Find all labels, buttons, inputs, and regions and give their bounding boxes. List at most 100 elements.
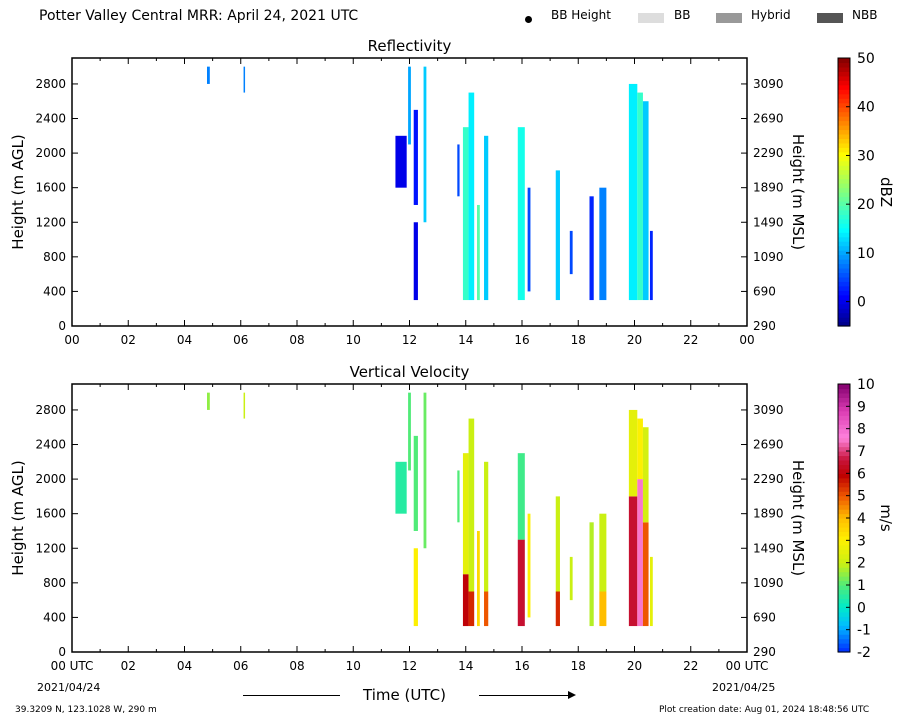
plot1-colorbar-tick-label: 40 xyxy=(857,100,875,116)
plot2-data-cell xyxy=(642,427,649,523)
plot2-data-cell xyxy=(642,522,649,627)
plot1-colorbar-segment xyxy=(838,120,850,126)
plot1-data-cell xyxy=(408,66,411,145)
plot2-colorbar-segment xyxy=(838,647,850,653)
plot2-colorbar-tick-label: 4 xyxy=(857,511,866,527)
plot2-data-cell xyxy=(637,418,643,480)
plot2-colorbar-segment xyxy=(838,415,850,421)
plot2-y2-tick-label: 2690 xyxy=(753,438,784,452)
plot2-data-cell xyxy=(477,530,480,627)
plot1-y2-tick-label: 290 xyxy=(753,319,776,333)
plot1-y2-tick-label: 3090 xyxy=(753,77,784,91)
plot2-y-tick-label: 1200 xyxy=(35,541,66,555)
plot1-colorbar-segment xyxy=(838,116,850,122)
plot2-data-cell xyxy=(462,453,469,575)
plot2-colorbar-segment xyxy=(838,616,850,622)
time-axis-label: Time (UTC) xyxy=(363,686,446,704)
plot2-colorbar-segment xyxy=(838,634,850,640)
plot2-colorbar-segment xyxy=(838,455,850,461)
plot1-title: Reflectivity xyxy=(368,37,452,55)
plot1-colorbar-segment xyxy=(838,125,850,131)
plot2-data-cell xyxy=(457,470,460,523)
date-start: 2021/04/24 xyxy=(37,681,101,694)
plot2-y2-tick-label: 2290 xyxy=(753,472,784,486)
plot1-x-tick-label: 22 xyxy=(683,333,698,347)
legend-dot-bb-height xyxy=(525,16,532,23)
time-arrow-head xyxy=(568,691,576,699)
plot2-y2-tick-label: 690 xyxy=(753,610,776,624)
plot2-data-cell xyxy=(628,496,638,627)
plot2-colorbar-segment xyxy=(838,446,850,452)
plot2-colorbar-segment xyxy=(838,593,850,599)
plot2-colorbar-segment xyxy=(838,486,850,492)
plot1-colorbar-segment xyxy=(838,241,850,247)
plot1-colorbar-segment xyxy=(838,276,850,282)
plot2-y-axis-label: Height (m AGL) xyxy=(9,460,27,575)
plot1-y-tick-label: 1200 xyxy=(35,215,66,229)
plot1-colorbar-segment xyxy=(838,290,850,296)
plot1-data-cell xyxy=(589,196,594,301)
plot1-x-tick-label: 20 xyxy=(627,333,642,347)
plot1-colorbar-segment xyxy=(838,71,850,77)
plot2-y2-tick-label: 1490 xyxy=(753,541,784,555)
plot1-colorbar-segment xyxy=(838,187,850,193)
plot2-colorbar-segment xyxy=(838,482,850,488)
plot1-colorbar-segment xyxy=(838,303,850,309)
plot2-colorbar-segment xyxy=(838,513,850,519)
plot1-x-tick-label: 14 xyxy=(458,333,473,347)
plot2-colorbar-segment xyxy=(838,464,850,470)
plot2-data-cell xyxy=(484,461,489,592)
plot2-colorbar-segment xyxy=(838,410,850,416)
plot1-colorbar-segment xyxy=(838,62,850,68)
plot2-colorbar-segment xyxy=(838,392,850,398)
plot2-y2-axis-label: Height (m MSL) xyxy=(789,460,807,576)
plot2-colorbar-segment xyxy=(838,518,850,524)
plot1-colorbar-segment xyxy=(838,169,850,175)
plot2-colorbar-segment xyxy=(838,437,850,443)
plot1-colorbar-segment xyxy=(838,192,850,198)
plot1-colorbar-segment xyxy=(838,245,850,251)
plot2-y-tick-label: 2400 xyxy=(35,438,66,452)
plot2-data-cell xyxy=(408,392,411,471)
plot1-colorbar-segment xyxy=(838,209,850,215)
plot1-colorbar-segment xyxy=(838,165,850,171)
plot2-y-tick-label: 400 xyxy=(43,610,66,624)
plot1-colorbar-segment xyxy=(838,321,850,327)
plot1-colorbar-tick-label: 10 xyxy=(857,246,875,262)
plot2-colorbar-segment xyxy=(838,424,850,430)
plot1-colorbar-segment xyxy=(838,263,850,269)
plot2-x-tick-label: 02 xyxy=(121,659,136,673)
plot1-colorbar-segment xyxy=(838,89,850,95)
legend-swatch-hybrid xyxy=(716,13,742,23)
plot2-data-cell xyxy=(569,556,573,601)
plot1-colorbar-segment xyxy=(838,308,850,314)
plot2-colorbar-segment xyxy=(838,401,850,407)
plot1-x-tick-label: 10 xyxy=(346,333,361,347)
plot2-colorbar-segment xyxy=(838,397,850,403)
plot2-x-tick-label: 00 UTC xyxy=(51,659,94,673)
plot1-colorbar-segment xyxy=(838,272,850,278)
plot1-x-tick-label: 18 xyxy=(571,333,586,347)
plot2-colorbar-label: m/s xyxy=(877,504,895,532)
plot2-data-cell xyxy=(555,496,560,592)
plot1-x-tick-label: 00 xyxy=(739,333,754,347)
plot2-y-tick-label: 0 xyxy=(58,645,66,659)
plot1-data-cell xyxy=(243,66,246,93)
plot1-colorbar-segment xyxy=(838,227,850,233)
plot2-colorbar-segment xyxy=(838,419,850,425)
plot2-y-tick-label: 2800 xyxy=(35,403,66,417)
plot2-x-tick-label: 20 xyxy=(627,659,642,673)
plot2-x-tick-label: 12 xyxy=(402,659,417,673)
time-arrow-left xyxy=(243,695,340,696)
plot1-data-cell xyxy=(517,127,525,301)
plot1-colorbar-tick-label: 20 xyxy=(857,197,875,213)
plot2-colorbar-segment xyxy=(838,625,850,631)
plot2-colorbar-segment xyxy=(838,477,850,483)
plot2-title: Vertical Velocity xyxy=(350,363,470,381)
plot2-data-cell xyxy=(649,556,653,627)
plot2-y2-tick-label: 290 xyxy=(753,645,776,659)
plot2-y-tick-label: 1600 xyxy=(35,507,66,521)
plot2-colorbar-segment xyxy=(838,602,850,608)
plot2-colorbar-segment xyxy=(838,384,850,390)
